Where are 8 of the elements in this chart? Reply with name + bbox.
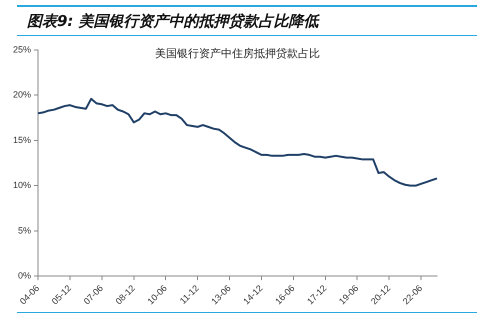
y-tick-label: 0%	[18, 270, 32, 281]
y-tick-label: 10%	[13, 180, 32, 190]
chart-title: 图表9: 美国银行资产中的抵押贷款占比降低	[27, 12, 319, 31]
chart-subtitle: 美国银行资产中住房抵押贷款占比	[155, 46, 320, 60]
y-tick-label: 25%	[13, 44, 32, 54]
y-tick-label: 15%	[13, 134, 32, 145]
y-tick-label: 5%	[18, 225, 32, 236]
y-tick-label: 20%	[13, 90, 32, 100]
